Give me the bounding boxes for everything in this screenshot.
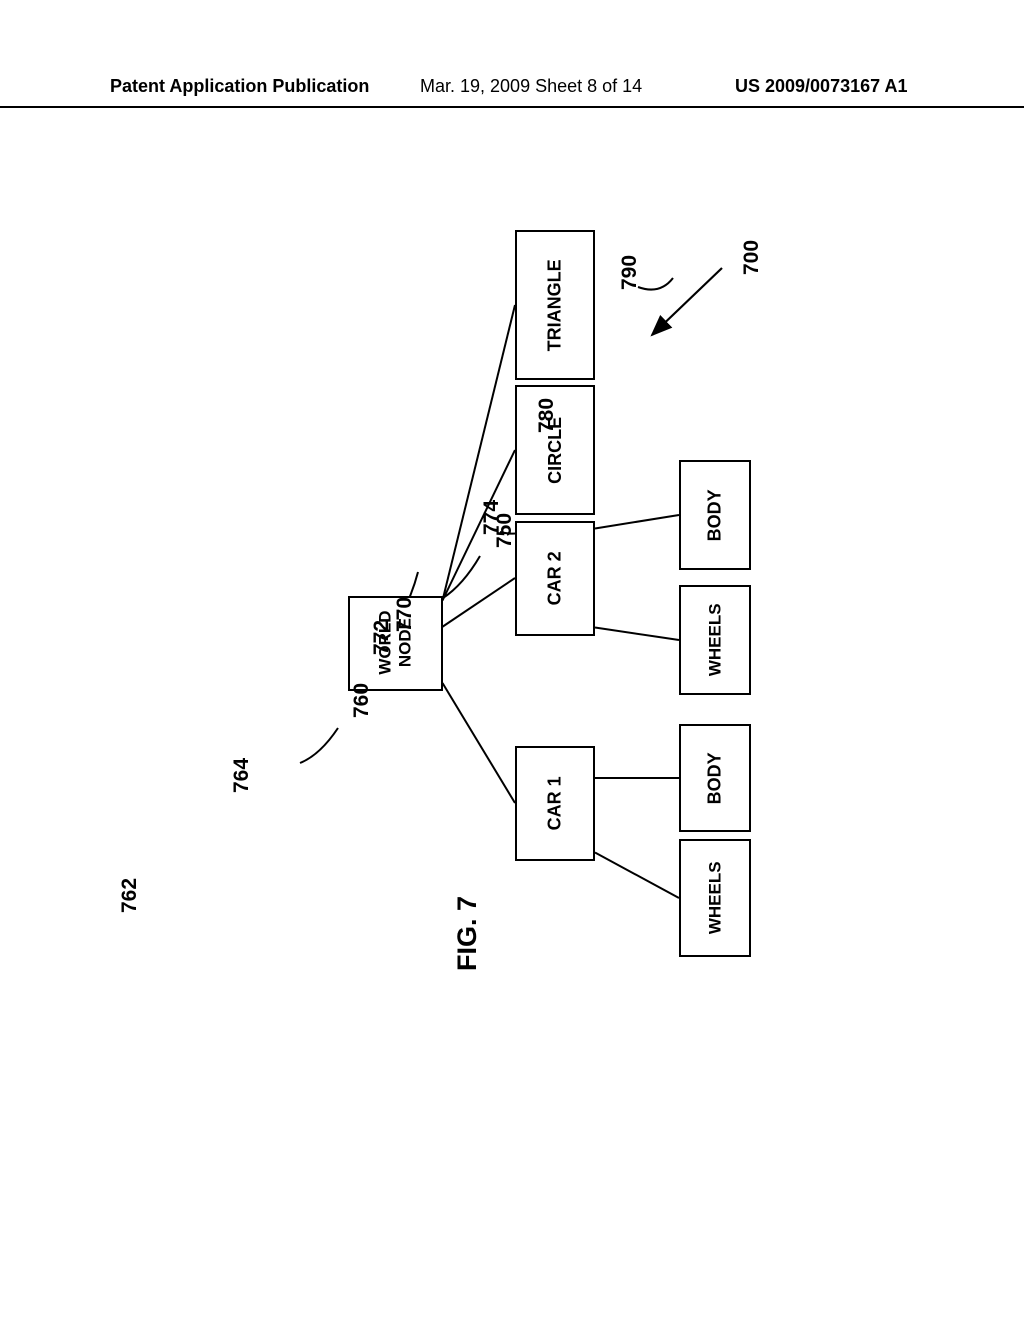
node-label: BODY bbox=[705, 752, 726, 804]
figure-label: FIG. 7 bbox=[452, 896, 483, 971]
node-car2: CAR 2 bbox=[515, 521, 595, 636]
node-label: CAR 2 bbox=[545, 551, 566, 605]
node-body2: BODY bbox=[679, 460, 751, 570]
edges-layer bbox=[0, 0, 1024, 1320]
node-label: WHEELS bbox=[705, 604, 725, 677]
ref-764: 764 bbox=[230, 758, 254, 793]
page: Patent Application Publication Mar. 19, … bbox=[0, 0, 1024, 1320]
node-label: WHEELS bbox=[705, 862, 725, 935]
node-label: CAR 1 bbox=[545, 776, 566, 830]
ref-770: 770 bbox=[393, 597, 417, 632]
ref-780: 780 bbox=[535, 398, 559, 433]
tree-diagram: WORLD NODECAR 1CAR 2CIRCLETRIANGLEWHEELS… bbox=[0, 0, 1024, 1320]
ref-772: 772 bbox=[370, 620, 394, 655]
node-label: TRIANGLE bbox=[545, 259, 566, 351]
node-wheels2: WHEELS bbox=[679, 585, 751, 695]
node-wheels1: WHEELS bbox=[679, 839, 751, 957]
node-car1: CAR 1 bbox=[515, 746, 595, 861]
ref-700: 700 bbox=[740, 240, 764, 275]
node-label: BODY bbox=[705, 489, 726, 541]
ref-760: 760 bbox=[350, 683, 374, 718]
node-body1: BODY bbox=[679, 724, 751, 832]
ref-774: 774 bbox=[480, 500, 504, 535]
ref-790: 790 bbox=[618, 255, 642, 290]
ref-762: 762 bbox=[118, 878, 142, 913]
node-triangle: TRIANGLE bbox=[515, 230, 595, 380]
